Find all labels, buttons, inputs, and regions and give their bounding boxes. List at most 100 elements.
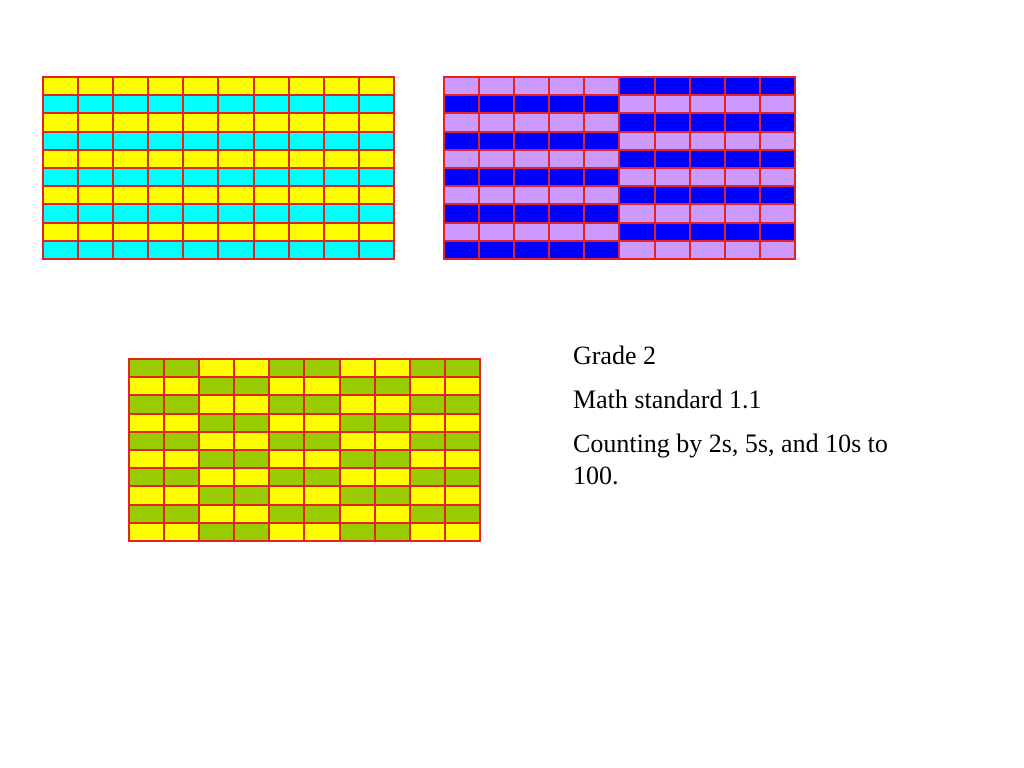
grid-cell xyxy=(149,187,183,204)
hundred-grid-counting-by-2s xyxy=(42,76,395,260)
grid-cell xyxy=(200,505,234,522)
grid-cell xyxy=(130,396,164,413)
grid-cell xyxy=(445,96,479,113)
grid-cell xyxy=(445,396,479,413)
grid-cell xyxy=(515,132,549,149)
grid-cell xyxy=(445,469,479,486)
grid-cell xyxy=(375,360,409,377)
grid-cell xyxy=(165,360,199,377)
grid-cell xyxy=(760,78,794,95)
grid-cell xyxy=(254,132,288,149)
grid-cell xyxy=(550,187,584,204)
grid-cell xyxy=(690,78,724,95)
grid-cell xyxy=(690,205,724,222)
grade-label: Grade 2 xyxy=(573,341,657,370)
grid-cell xyxy=(219,150,253,167)
grid-cell xyxy=(515,169,549,186)
grid-cell xyxy=(375,469,409,486)
grid-cell xyxy=(305,523,339,540)
grid-cell xyxy=(620,241,654,258)
grid-cell xyxy=(270,523,304,540)
grid-cell xyxy=(760,132,794,149)
grid-cell xyxy=(200,396,234,413)
grid-cell xyxy=(585,241,619,258)
grid-cell xyxy=(200,360,234,377)
grid-cell xyxy=(305,396,339,413)
lesson-info: Grade 2 Math standard 1.1 Counting by 2s… xyxy=(573,340,913,504)
grid-cell xyxy=(114,241,148,258)
grid-cell xyxy=(445,487,479,504)
grid-cell xyxy=(550,132,584,149)
grid-cell xyxy=(655,132,689,149)
grid-cell xyxy=(270,432,304,449)
grid-cell xyxy=(289,223,323,240)
grid-cell xyxy=(254,187,288,204)
grid-cell xyxy=(760,187,794,204)
grid-cell xyxy=(655,114,689,131)
grid-cell xyxy=(445,114,479,131)
grid-cell xyxy=(235,414,269,431)
grid-cell xyxy=(219,187,253,204)
grid-cell xyxy=(254,78,288,95)
grid-cell xyxy=(359,114,393,131)
grid-cell xyxy=(184,241,218,258)
grid-cell xyxy=(550,205,584,222)
grid-cell xyxy=(130,432,164,449)
standard-label: Math standard 1.1 xyxy=(573,385,762,414)
grid-cell xyxy=(340,487,374,504)
grid-cell xyxy=(235,396,269,413)
grid-cell xyxy=(410,469,444,486)
grid-cell xyxy=(219,114,253,131)
grid-cell xyxy=(114,205,148,222)
grid-cell xyxy=(515,114,549,131)
grid-cell xyxy=(550,96,584,113)
grid-cell xyxy=(655,205,689,222)
grid-cell xyxy=(289,169,323,186)
grid-cell xyxy=(620,223,654,240)
grid-cell xyxy=(305,432,339,449)
grid-cell xyxy=(79,205,113,222)
grid-cell xyxy=(289,132,323,149)
grid-cell xyxy=(289,96,323,113)
grid-cell xyxy=(620,132,654,149)
grid-cell xyxy=(550,150,584,167)
grid-cell xyxy=(480,96,514,113)
grid-cell xyxy=(655,241,689,258)
grid-cell xyxy=(410,523,444,540)
grid-cell xyxy=(235,487,269,504)
grid-cell xyxy=(200,451,234,468)
grid-cell xyxy=(340,360,374,377)
grid-cell xyxy=(270,505,304,522)
grid-cell xyxy=(655,187,689,204)
grid-cell xyxy=(410,505,444,522)
grid-cell xyxy=(200,523,234,540)
grid-cell xyxy=(725,96,759,113)
grid-cell xyxy=(359,150,393,167)
grid-cell xyxy=(445,205,479,222)
grid-cell xyxy=(410,432,444,449)
grid-cell xyxy=(44,187,78,204)
grid-cell xyxy=(480,205,514,222)
grid-cell xyxy=(515,241,549,258)
grid-cell xyxy=(725,114,759,131)
grid-cell xyxy=(324,187,358,204)
grid-cell xyxy=(184,96,218,113)
grid-cell xyxy=(44,114,78,131)
grid-cell xyxy=(690,96,724,113)
grid-cell xyxy=(550,114,584,131)
grid-cell xyxy=(550,223,584,240)
grid-cell xyxy=(480,169,514,186)
grid-cell xyxy=(149,78,183,95)
grid-cell xyxy=(375,414,409,431)
grid-cell xyxy=(445,378,479,395)
grid-cell xyxy=(375,523,409,540)
grid-cell xyxy=(305,505,339,522)
grid-cell xyxy=(585,150,619,167)
grid-cell xyxy=(219,96,253,113)
grid-cell xyxy=(200,378,234,395)
grid-cell xyxy=(725,150,759,167)
grid-cell xyxy=(114,150,148,167)
grid-cell xyxy=(270,469,304,486)
grid-cell xyxy=(114,169,148,186)
grid-cell xyxy=(254,223,288,240)
